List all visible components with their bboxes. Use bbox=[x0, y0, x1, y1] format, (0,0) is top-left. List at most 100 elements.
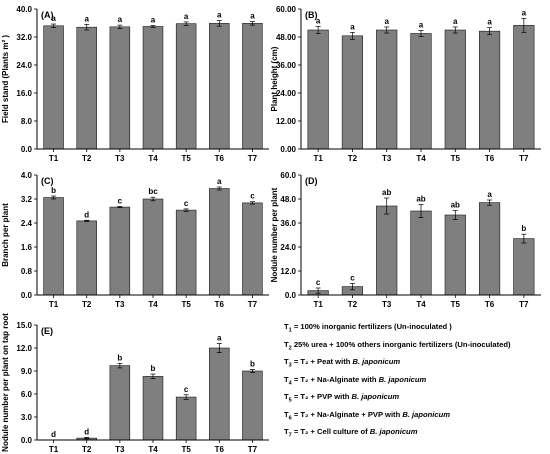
y-tick-label: 0.0 bbox=[21, 436, 33, 445]
x-tick-label: T6 bbox=[485, 300, 495, 309]
y-tick-label: 2.4 bbox=[21, 219, 33, 228]
chart-panel-5: 0.0 3.0 6.0 9.0 12.0 15.0 d T1 d T2 b T3 b T4 c T5 a T6 b T… bbox=[1, 313, 269, 454]
significance-letter: a bbox=[217, 11, 222, 20]
x-tick-label: T2 bbox=[82, 300, 92, 309]
y-tick-label: 36.0 bbox=[280, 219, 296, 228]
significance-letter: a bbox=[184, 12, 189, 21]
panel-label: (A) bbox=[41, 10, 54, 20]
significance-letter: c bbox=[350, 273, 355, 282]
panel-label: (D) bbox=[305, 176, 318, 186]
bar-t7 bbox=[242, 202, 263, 296]
bar-t5 bbox=[175, 23, 197, 150]
y-tick-label: 48.0 bbox=[280, 195, 296, 204]
legend-item-t5: T5 = T₂ + PVP with B. japonicum bbox=[284, 392, 400, 404]
significance-letter: a bbox=[250, 12, 255, 21]
significance-letter: c bbox=[250, 192, 255, 201]
legend-item-t6: T6 = T₂ + Na-Alginate + PVP with B. japo… bbox=[284, 409, 451, 422]
bar-t4 bbox=[410, 210, 432, 296]
y-tick-label: 3.0 bbox=[21, 413, 33, 422]
y-tick-label: 60.00 bbox=[276, 5, 297, 14]
x-tick-label: T1 bbox=[49, 300, 59, 309]
bar-t4 bbox=[142, 26, 164, 150]
y-tick-label: 8.0 bbox=[21, 117, 33, 126]
bar-t5 bbox=[175, 209, 197, 296]
x-tick-label: T7 bbox=[248, 300, 258, 309]
chart-panel-3: 0.0 0.8 1.6 2.4 3.2 4.0 b T1 d T2 c T3 bc T4 c T5 a T6 c T7… bbox=[1, 171, 269, 309]
x-tick-label: T7 bbox=[519, 300, 529, 309]
significance-letter: a bbox=[151, 15, 156, 24]
x-tick-label: T5 bbox=[181, 300, 191, 309]
bar-t3 bbox=[376, 205, 398, 296]
x-tick-label: T6 bbox=[215, 445, 225, 454]
bar-t6 bbox=[209, 23, 230, 150]
y-tick-label: 16.0 bbox=[16, 89, 32, 98]
x-tick-label: T2 bbox=[82, 445, 92, 454]
significance-letter: b bbox=[521, 224, 526, 233]
significance-letter: d bbox=[84, 210, 89, 219]
significance-letter: a bbox=[350, 22, 355, 31]
significance-letter: a bbox=[51, 14, 56, 23]
significance-letter: c bbox=[316, 278, 321, 287]
y-tick-label: 48.00 bbox=[276, 33, 297, 42]
bar-t7 bbox=[513, 25, 535, 150]
bar-t5 bbox=[444, 29, 466, 150]
x-tick-label: T1 bbox=[313, 300, 323, 309]
significance-letter: a bbox=[84, 14, 89, 23]
y-axis-title: Branch per plant bbox=[1, 203, 10, 267]
x-tick-label: T2 bbox=[348, 300, 358, 309]
x-tick-label: T5 bbox=[181, 445, 191, 454]
x-tick-label: T3 bbox=[115, 154, 125, 163]
y-axis-title: Nodule number per plant bbox=[270, 187, 279, 282]
legend-item-t2: T2 25% urea + 100% others inorganic fert… bbox=[284, 339, 511, 352]
significance-letter: a bbox=[118, 15, 123, 24]
significance-letter: c bbox=[184, 385, 189, 394]
x-tick-label: T1 bbox=[49, 445, 59, 454]
x-tick-label: T4 bbox=[416, 154, 426, 163]
significance-letter: a bbox=[217, 333, 222, 342]
bar-t7 bbox=[242, 23, 263, 150]
bar-t6 bbox=[478, 202, 501, 296]
y-axis-title: Nodule number per plant on tap root bbox=[1, 313, 10, 452]
x-tick-label: T4 bbox=[148, 445, 158, 454]
significance-letter: a bbox=[384, 17, 389, 26]
significance-letter: c bbox=[118, 197, 123, 206]
x-tick-label: T2 bbox=[348, 154, 358, 163]
y-tick-label: 60.0 bbox=[280, 171, 296, 180]
bar-t6 bbox=[209, 188, 230, 296]
x-tick-label: T3 bbox=[382, 154, 392, 163]
x-tick-label: T6 bbox=[215, 154, 225, 163]
bar-t3 bbox=[109, 206, 131, 296]
bar-t1 bbox=[43, 25, 64, 150]
bar-t6 bbox=[209, 347, 230, 441]
bar-t2 bbox=[76, 26, 97, 150]
x-tick-label: T3 bbox=[382, 300, 392, 309]
y-tick-label: 0.8 bbox=[21, 267, 33, 276]
y-tick-label: 4.0 bbox=[21, 171, 33, 180]
panel-label: (B) bbox=[305, 10, 318, 20]
x-tick-label: T7 bbox=[519, 154, 529, 163]
panel-label: (C) bbox=[41, 176, 54, 186]
x-tick-label: T1 bbox=[313, 154, 323, 163]
legend-item-t7: T7 = T₂ + Cell culture of B. japonicum bbox=[284, 427, 418, 439]
bar-t6 bbox=[478, 30, 501, 150]
legend-item-t3: T3 = T₂ + Peat with B. japonicum bbox=[284, 357, 401, 369]
y-tick-label: 1.6 bbox=[21, 243, 33, 252]
y-tick-label: 40.0 bbox=[16, 5, 32, 14]
significance-letter: a bbox=[217, 177, 222, 186]
x-tick-label: T7 bbox=[248, 154, 258, 163]
x-tick-label: T2 bbox=[82, 154, 92, 163]
x-tick-label: T4 bbox=[416, 300, 426, 309]
bar-t5 bbox=[444, 214, 466, 296]
x-tick-label: T4 bbox=[148, 154, 158, 163]
bar-t4 bbox=[410, 33, 432, 150]
bar-t7 bbox=[513, 238, 535, 296]
significance-letter: a bbox=[487, 190, 492, 199]
significance-letter: b bbox=[117, 353, 122, 362]
y-tick-label: 0.0 bbox=[285, 291, 297, 300]
x-tick-label: T5 bbox=[451, 154, 461, 163]
bar-t3 bbox=[109, 26, 131, 150]
y-tick-label: 24.0 bbox=[280, 243, 296, 252]
y-tick-label: 3.2 bbox=[21, 195, 33, 204]
significance-letter: a bbox=[453, 17, 458, 26]
significance-letter: ab bbox=[382, 188, 391, 197]
